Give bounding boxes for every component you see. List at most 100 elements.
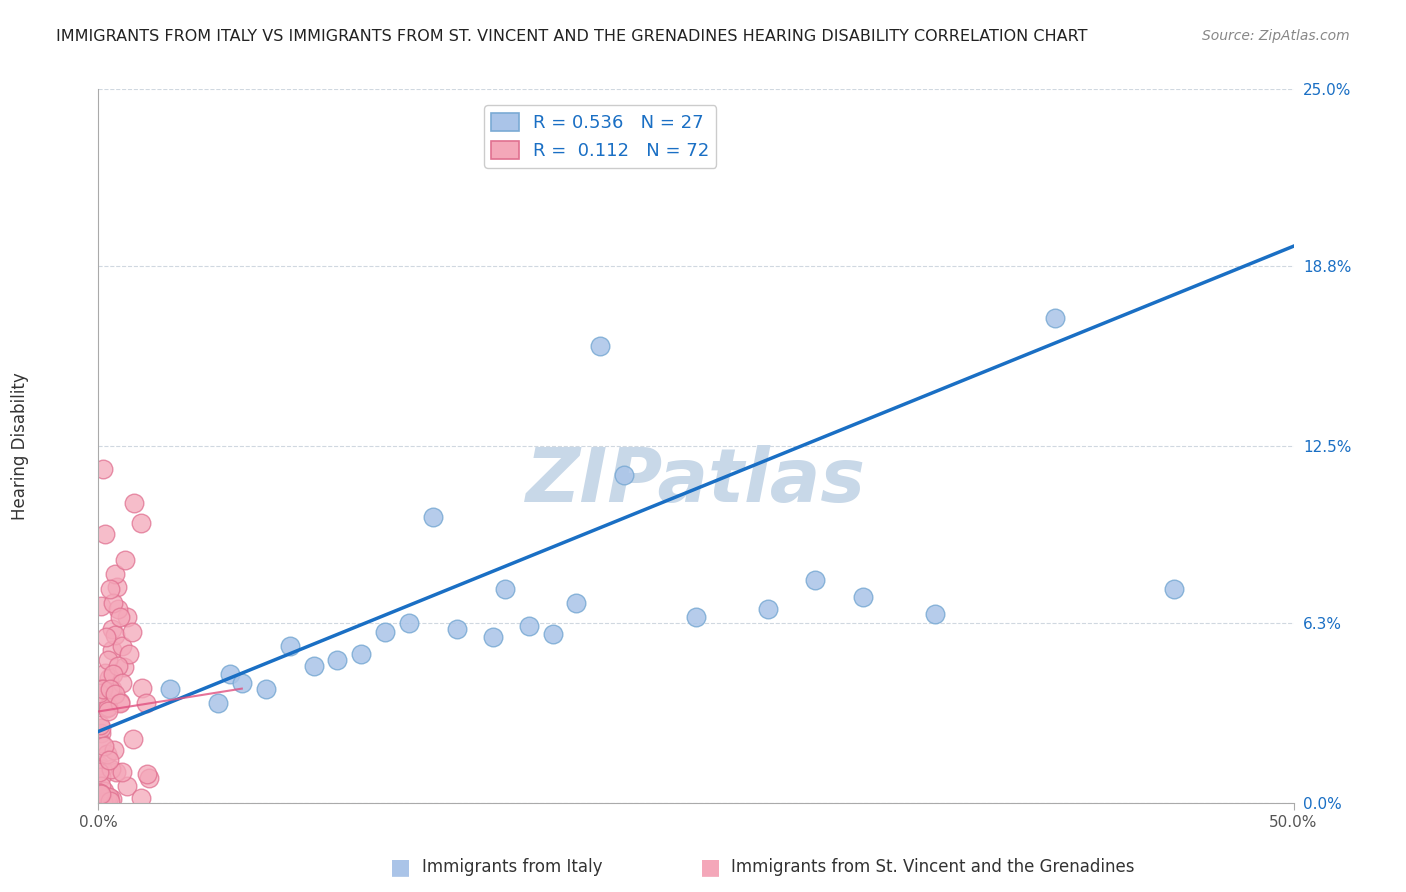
Point <box>89 717 111 731</box>
Point <box>104 687 127 701</box>
Point <box>374 624 396 639</box>
Point <box>90 721 112 735</box>
Point <box>98 681 122 696</box>
Point <box>90 735 112 749</box>
Point <box>87 685 110 699</box>
Point <box>589 339 612 353</box>
Point <box>121 624 143 639</box>
Point <box>93 784 115 798</box>
Point <box>105 765 128 780</box>
Point <box>494 582 516 596</box>
Point <box>117 779 139 793</box>
Point <box>131 516 153 530</box>
Point <box>804 573 827 587</box>
Point <box>97 653 120 667</box>
Point <box>482 630 505 644</box>
Point <box>541 627 564 641</box>
Point <box>101 681 124 696</box>
Point <box>98 794 121 808</box>
Point <box>90 725 112 739</box>
Point <box>613 467 636 482</box>
Point <box>100 792 122 806</box>
Point <box>124 496 146 510</box>
Point <box>135 767 157 781</box>
Point <box>90 682 112 697</box>
Point <box>97 789 120 804</box>
Point <box>129 790 152 805</box>
Point <box>98 582 122 596</box>
Point <box>111 765 134 780</box>
Point <box>135 696 157 710</box>
Point <box>138 772 160 786</box>
Point <box>114 553 136 567</box>
Point <box>398 615 420 630</box>
Point <box>90 787 112 801</box>
Point <box>121 732 143 747</box>
Point <box>110 695 132 709</box>
Point <box>1043 310 1066 325</box>
Point <box>91 682 114 697</box>
Point <box>756 601 779 615</box>
Point <box>94 630 117 644</box>
Point <box>350 648 373 662</box>
Point <box>565 596 588 610</box>
Point <box>131 681 153 695</box>
Point <box>90 599 112 614</box>
Point <box>115 610 138 624</box>
Point <box>254 681 277 696</box>
Point <box>101 596 124 610</box>
Point <box>90 771 112 785</box>
Point <box>105 580 128 594</box>
Point <box>87 786 110 800</box>
Point <box>118 648 141 662</box>
Point <box>97 753 120 767</box>
Point <box>97 705 120 719</box>
Point <box>93 462 115 476</box>
Point <box>101 642 124 657</box>
Text: Immigrants from St. Vincent and the Grenadines: Immigrants from St. Vincent and the Gren… <box>731 858 1135 876</box>
Point <box>90 762 112 776</box>
Point <box>96 701 118 715</box>
Point <box>159 681 181 696</box>
Point <box>278 639 301 653</box>
Point <box>111 639 134 653</box>
Point <box>924 607 946 622</box>
Point <box>108 696 131 710</box>
Point <box>107 658 129 673</box>
Point <box>1163 582 1185 596</box>
Point <box>89 786 111 800</box>
Y-axis label: Hearing Disability: Hearing Disability <box>11 372 30 520</box>
Point <box>89 789 111 803</box>
Text: IMMIGRANTS FROM ITALY VS IMMIGRANTS FROM ST. VINCENT AND THE GRENADINES HEARING : IMMIGRANTS FROM ITALY VS IMMIGRANTS FROM… <box>56 29 1088 44</box>
Point <box>96 747 118 761</box>
Point <box>98 671 121 685</box>
Point <box>97 699 120 714</box>
Point <box>422 510 444 524</box>
Point <box>517 619 540 633</box>
Point <box>852 591 875 605</box>
Point <box>112 660 135 674</box>
Point <box>111 676 134 690</box>
Text: Immigrants from Italy: Immigrants from Italy <box>422 858 602 876</box>
Point <box>100 622 122 636</box>
Point <box>96 789 118 804</box>
Point <box>231 676 253 690</box>
Text: Source: ZipAtlas.com: Source: ZipAtlas.com <box>1202 29 1350 43</box>
Point <box>104 567 127 582</box>
Point <box>89 764 111 779</box>
Point <box>207 696 229 710</box>
Text: ■: ■ <box>700 857 720 877</box>
Point <box>90 779 112 793</box>
Point <box>108 610 131 624</box>
Point <box>94 665 117 680</box>
Text: ■: ■ <box>391 857 411 877</box>
Point <box>93 796 115 810</box>
Point <box>103 743 125 757</box>
Point <box>326 653 349 667</box>
Point <box>446 622 468 636</box>
Point <box>93 695 115 709</box>
Point <box>302 658 325 673</box>
Point <box>104 627 127 641</box>
Text: ZIPatlas: ZIPatlas <box>526 445 866 518</box>
Point <box>93 739 115 753</box>
